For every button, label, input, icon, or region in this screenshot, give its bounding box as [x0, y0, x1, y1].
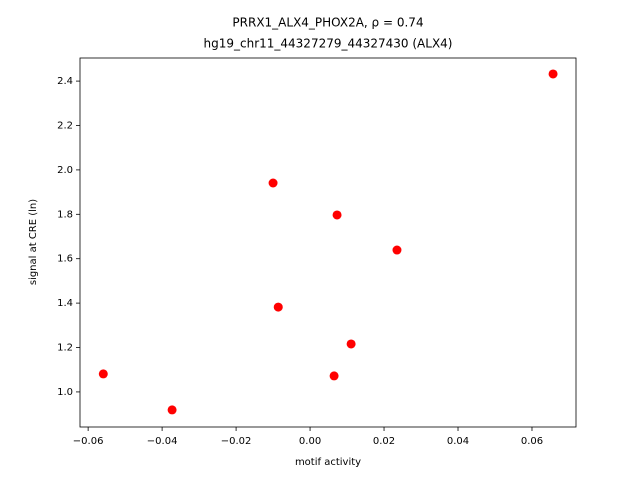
x-axis-label: motif activity	[295, 457, 361, 468]
point	[98, 369, 108, 379]
y-tick-label: 2.4	[57, 76, 73, 87]
point	[548, 69, 558, 79]
point	[392, 245, 402, 255]
point	[268, 178, 278, 188]
y-axis-label: signal at CRE (ln)	[28, 199, 39, 285]
y-tick-label: 1.6	[57, 254, 73, 265]
x-tick-label: −0.04	[147, 436, 178, 447]
y-tick-label: 1.0	[57, 387, 73, 398]
x-tick-label: 0.04	[447, 436, 469, 447]
x-tick-label: 0.02	[373, 436, 395, 447]
plot-frame	[79, 57, 577, 428]
y-tick-label: 1.2	[57, 343, 73, 354]
point	[346, 339, 356, 349]
x-tick-label: 0.06	[521, 436, 543, 447]
y-tick-label: 2.2	[57, 120, 73, 131]
x-tick-label: −0.02	[221, 436, 252, 447]
x-tick-label: 0.00	[299, 436, 321, 447]
point	[273, 302, 283, 312]
point	[167, 405, 177, 415]
point	[329, 371, 339, 381]
chart-title: PRRX1_ALX4_PHOX2A, ρ = 0.74	[232, 16, 423, 30]
chart-subtitle: hg19_chr11_44327279_44327430 (ALX4)	[204, 37, 453, 51]
y-tick-label: 1.8	[57, 209, 73, 220]
y-tick-label: 2.0	[57, 165, 73, 176]
x-tick-label: −0.06	[73, 436, 104, 447]
point	[332, 210, 342, 220]
y-tick-label: 1.4	[57, 298, 73, 309]
